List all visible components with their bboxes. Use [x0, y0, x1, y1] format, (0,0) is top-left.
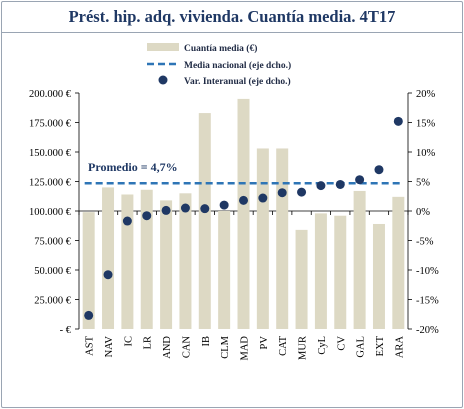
- y-right-tick-label: 20%: [416, 89, 436, 100]
- dot-pv: [258, 193, 268, 203]
- y-left-tick-label: 100.000 €: [29, 207, 72, 218]
- x-label-ara: ARA: [394, 336, 405, 359]
- y-right-tick-label: 15%: [416, 119, 436, 130]
- bar-ic: [121, 194, 134, 329]
- bar-mad: [237, 98, 250, 330]
- x-label-pv: PV: [259, 336, 270, 350]
- x-label-and: AND: [162, 336, 173, 359]
- bar-ara: [392, 196, 405, 329]
- y-right-tick-label: 0%: [416, 207, 430, 218]
- y-left-tick-label: 25.000 €: [34, 296, 72, 307]
- axes: - € 25.000 € 50.000 € 75.000 € 100.000 € 125.…: [29, 89, 439, 336]
- dot-can: [180, 203, 190, 213]
- bar-ext: [372, 223, 385, 329]
- bar-pv: [256, 148, 269, 329]
- dot-cyl: [316, 181, 326, 191]
- bar-and: [160, 200, 173, 329]
- y-left-tick-label: 175.000 €: [29, 119, 72, 130]
- y-left-tick-label: 125.000 €: [29, 178, 72, 189]
- x-label-can: CAN: [181, 336, 192, 359]
- dot-ext: [374, 165, 384, 175]
- x-label-nav: NAV: [104, 336, 115, 358]
- average-annotation: Promedio = 4,7%: [88, 160, 178, 174]
- dot-gal: [355, 175, 365, 185]
- y-left-tick-label: 150.000 €: [29, 148, 72, 159]
- y-left-tick-label: 50.000 €: [34, 266, 72, 277]
- y-right-tick-label: -5%: [416, 237, 434, 248]
- x-label-ext: EXT: [375, 335, 386, 356]
- dot-lr: [142, 211, 152, 221]
- yoy-dots: [84, 116, 403, 320]
- x-axis-labels: AST NAV IC LR AND CAN IB CLM MAD PV CAT MUR CyL CV GAL…: [85, 335, 406, 360]
- bar-nav: [102, 187, 115, 329]
- bar-cat: [276, 148, 289, 329]
- bar-can: [179, 193, 192, 329]
- x-label-gal: GAL: [356, 336, 367, 358]
- dot-ara: [393, 116, 403, 126]
- dot-mur: [297, 187, 307, 197]
- x-label-cv: CV: [336, 336, 347, 351]
- bar-mur: [295, 229, 308, 329]
- dot-ic: [122, 216, 132, 226]
- x-label-lr: LR: [143, 336, 154, 349]
- y-left-tick-label: 200.000 €: [29, 89, 72, 100]
- y-right-tick-label: 5%: [416, 178, 430, 189]
- bar-gal: [353, 190, 366, 329]
- dot-and: [161, 205, 171, 215]
- y-right-tick-label: -15%: [416, 296, 439, 307]
- legend: Cuantía media (€) Media nacional (eje dc…: [147, 43, 291, 87]
- dot-ib: [200, 204, 210, 214]
- x-label-mur: MUR: [298, 336, 309, 360]
- x-label-ast: AST: [85, 335, 96, 355]
- y-right-tick-label: -10%: [416, 266, 439, 277]
- bar-cyl: [314, 213, 327, 329]
- bar-cv: [334, 215, 347, 329]
- dot-mad: [239, 195, 248, 205]
- x-label-mad: MAD: [240, 336, 251, 361]
- legend-dot-swatch: [158, 75, 168, 85]
- dot-cat: [277, 188, 287, 198]
- x-label-ic: IC: [123, 336, 134, 347]
- bar-ast: [82, 212, 95, 329]
- y-left-tick-label: 75.000 €: [34, 237, 72, 248]
- bars: [82, 98, 405, 330]
- dot-clm: [219, 200, 229, 210]
- dot-nav: [103, 270, 113, 280]
- title-divider: [2, 32, 462, 33]
- x-label-clm: CLM: [220, 335, 231, 358]
- legend-bar-swatch: [147, 43, 179, 51]
- legend-dot-label: Var. Interanual (eje dcho.): [184, 76, 291, 87]
- y-left-tick-label: - €: [60, 325, 72, 336]
- y-right-tick-label: 10%: [416, 148, 436, 159]
- dot-cv: [335, 179, 345, 189]
- y-right-tick-label: -20%: [416, 325, 439, 336]
- bar-ib: [198, 113, 211, 329]
- dot-ast: [84, 310, 94, 320]
- x-label-cyl: CyL: [317, 336, 328, 355]
- x-label-cat: CAT: [278, 335, 289, 355]
- chart-title: Prést. hip. adq. vivienda. Cuantía media…: [68, 7, 396, 26]
- bar-clm: [218, 211, 231, 329]
- legend-line-label: Media nacional (eje dcho.): [184, 60, 291, 71]
- bar-lr: [140, 189, 153, 329]
- x-label-ib: IB: [201, 336, 212, 347]
- legend-bar-label: Cuantía media (€): [184, 43, 257, 54]
